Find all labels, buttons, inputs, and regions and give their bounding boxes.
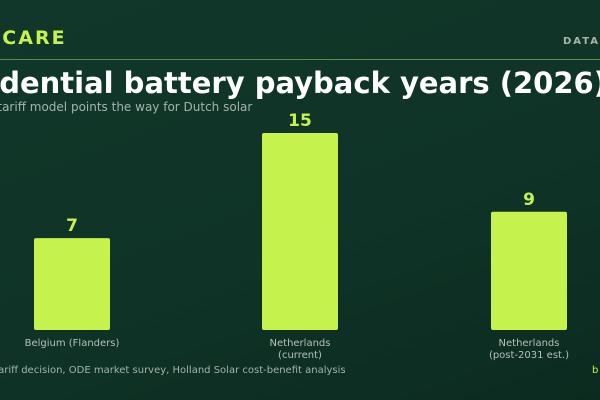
source-note: REG tariff decision, ODE market survey, … xyxy=(0,365,346,376)
category-label-2-0: Netherlands xyxy=(499,338,560,349)
category-label-2-1: (post-2031 est.) xyxy=(489,350,569,361)
data-label-0: 7 xyxy=(66,216,78,236)
data-label-2: 9 xyxy=(523,190,535,210)
bar-1 xyxy=(262,133,338,330)
chart-subtitle: 's tariff model points the way for Dutch… xyxy=(0,100,253,114)
header-divider xyxy=(0,59,600,60)
bar-0 xyxy=(34,238,110,330)
section-tag: DATA xyxy=(562,36,600,47)
category-label-1-1: (current) xyxy=(278,350,322,361)
category-label-0-0: Belgium (Flanders) xyxy=(25,338,120,349)
category-label-1-0: Netherlands xyxy=(270,338,331,349)
brand-logo: S CARE xyxy=(0,27,67,49)
data-label-1: 15 xyxy=(288,111,312,131)
chart-title: sidential battery payback years (2026) xyxy=(0,66,600,100)
footer-handle: b xyxy=(592,365,599,376)
bar-2 xyxy=(491,211,567,330)
